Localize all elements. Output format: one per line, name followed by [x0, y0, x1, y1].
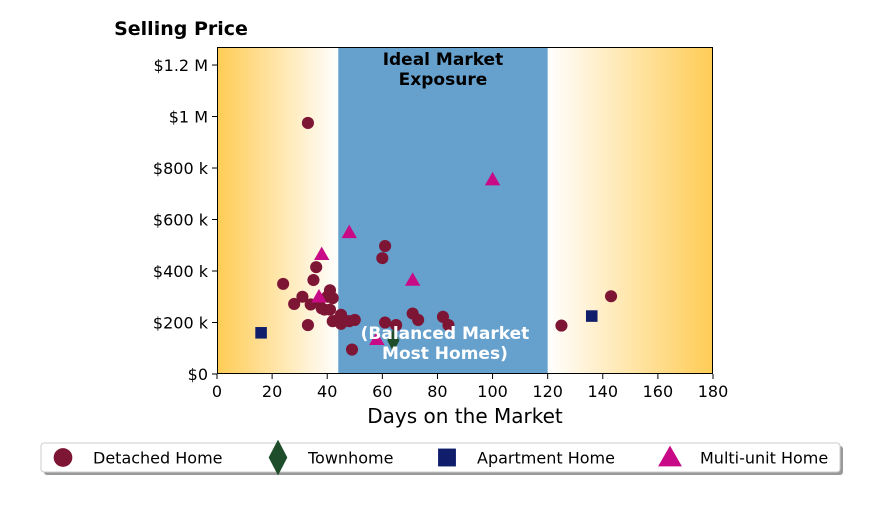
y-tick-label: $400 k: [153, 262, 209, 281]
ideal-zone-label-line1: Ideal Market: [383, 50, 504, 70]
legend-label-multi-unit-home: Multi-unit Home: [700, 449, 828, 468]
legend-marker-multi-unit-home: [658, 445, 682, 467]
y-tick-label: $1 M: [169, 108, 208, 127]
detached-home-point: [301, 116, 314, 130]
detached-home-point: [288, 297, 301, 311]
detached-home-point: [376, 252, 389, 265]
x-tick-label: 0: [212, 382, 222, 401]
multi-unit-home-point: [311, 289, 327, 303]
y-tick-label: $800 k: [153, 159, 209, 178]
legend-marker-townhome: [268, 439, 288, 476]
detached-home-point: [379, 239, 392, 253]
x-axis: 0 20 40 60 80 100 120 140 160 180: [212, 374, 728, 401]
x-tick-label: 120: [532, 382, 563, 401]
multi-unit-home-point: [484, 171, 501, 186]
balanced-zone-label-line1: (Balanced Market: [361, 324, 530, 344]
detached-home-point: [296, 290, 309, 303]
x-tick-label: 180: [698, 382, 729, 401]
y-tick-label: $600 k: [153, 211, 209, 230]
y-axis: $0 $200 k $400 k $600 k $800 k $1 M $1.2 M: [153, 56, 217, 384]
x-tick-label: 160: [643, 382, 674, 401]
plot-background: [217, 47, 713, 374]
detached-home-point: [301, 319, 314, 332]
legend-marker-apartment-home: [438, 448, 456, 467]
x-axis-title: Days on the Market: [367, 404, 563, 428]
y-tick-label: $0: [188, 365, 208, 384]
left-gradient-zone: [217, 47, 339, 374]
multi-unit-home-point: [404, 272, 421, 286]
detached-home-point: [390, 319, 403, 332]
y-tick-label: $200 k: [153, 314, 209, 333]
balanced-zone-label-line2: Most Homes): [382, 344, 508, 364]
detached-home-point: [604, 290, 618, 303]
detached-home-point: [345, 343, 359, 356]
x-tick-label: 140: [588, 382, 619, 401]
detached-home-point: [442, 319, 455, 332]
legend-label-detached-home: Detached Home: [93, 449, 223, 468]
right-gradient-zone: [547, 47, 713, 374]
apartment-home-point: [255, 327, 267, 339]
x-tick-label: 100: [477, 382, 508, 401]
detached-home-point: [323, 303, 337, 316]
multi-unit-home-point: [314, 246, 330, 261]
detached-home-point: [326, 291, 339, 305]
x-tick-label: 20: [262, 382, 282, 401]
detached-home-point: [555, 319, 568, 332]
detached-home-point: [348, 313, 361, 326]
detached-home-point: [277, 277, 290, 290]
legend-items: Detached Home Townhome Apartment Home Multi…: [53, 439, 828, 476]
x-tick-label: 80: [427, 382, 447, 401]
apartment-home-point: [585, 310, 598, 322]
detached-home-point: [310, 261, 323, 274]
detached-home-point: [412, 313, 425, 326]
legend-marker-detached-home: [53, 448, 73, 467]
plot-frame: [217, 47, 713, 374]
detached-home-point: [307, 273, 320, 287]
legend-label-townhome: Townhome: [307, 449, 393, 468]
x-tick-label: 40: [317, 382, 337, 401]
detached-home-point: [379, 316, 392, 329]
ideal-zone-label-line2: Exposure: [399, 70, 488, 90]
x-tick-label: 60: [372, 382, 392, 401]
data-points: [255, 116, 618, 356]
legend-label-apartment-home: Apartment Home: [477, 449, 615, 468]
multi-unit-home-point: [341, 224, 357, 239]
legend: Detached Home Townhome Apartment Home Multi…: [40, 439, 843, 476]
y-tick-label: $1.2 M: [153, 56, 208, 75]
y-axis-title: Selling Price: [114, 18, 248, 40]
townhome-point: [387, 328, 400, 353]
multi-unit-home-point: [369, 331, 385, 346]
